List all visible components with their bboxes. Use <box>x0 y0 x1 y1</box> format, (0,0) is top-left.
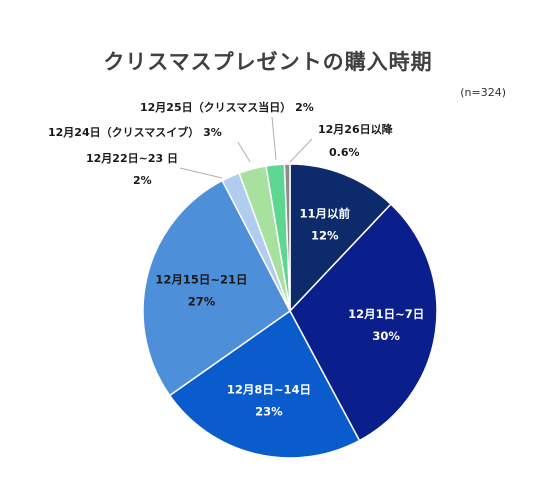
slice-value-4: 2% <box>133 174 152 187</box>
slice-value-1: 30% <box>372 329 400 343</box>
leader-line-5 <box>237 141 251 163</box>
pie-slice-7 <box>283 163 291 312</box>
pie-slice-1 <box>289 203 438 442</box>
slice-value-7: 0.6% <box>329 146 360 159</box>
slice-label-0: 11月以前 <box>300 207 351 221</box>
chart-title: クリスマスプレゼントの購入時期 <box>103 50 433 74</box>
slice-label-6: 12月25日（クリスマス当日） 2% <box>140 100 314 114</box>
sample-size-note: (n=324) <box>460 86 506 99</box>
slice-label-2: 12月8日~14日 <box>227 383 311 397</box>
slice-label-4: 12月22日~23 日 <box>86 152 178 165</box>
slice-label-3: 12月15日~21日 <box>155 272 247 286</box>
pie-slice-0 <box>289 163 393 313</box>
slice-value-0: 12% <box>311 229 339 243</box>
pie-slice-3 <box>142 179 291 397</box>
pie-slice-2 <box>168 309 361 459</box>
slice-value-2: 23% <box>255 405 283 419</box>
leader-line-7 <box>289 138 313 163</box>
slice-label-7: 12月26日以降 <box>318 122 394 136</box>
leader-line-4 <box>179 167 223 179</box>
leader-line-6 <box>271 116 277 161</box>
slice-label-5: 12月24日（クリスマスイブ） 3% <box>48 125 222 139</box>
slice-value-3: 27% <box>188 294 216 308</box>
slice-label-1: 12月1日~7日 <box>348 307 424 321</box>
